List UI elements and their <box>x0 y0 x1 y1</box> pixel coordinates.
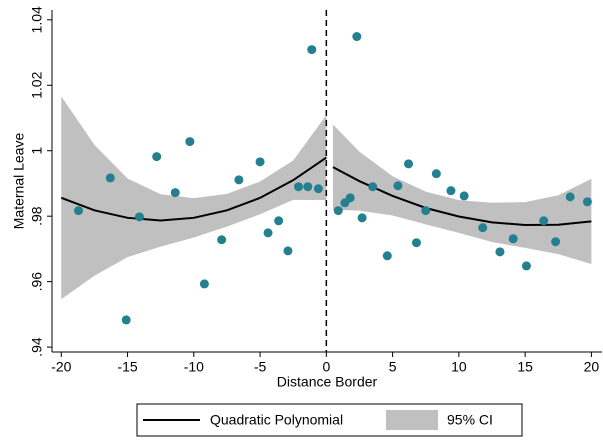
data-point <box>105 173 115 183</box>
data-point <box>582 197 592 207</box>
x-tick-label: -20 <box>51 359 71 375</box>
data-point <box>283 246 293 256</box>
y-axis-label: Maternal Leave <box>11 133 27 230</box>
data-point <box>263 228 273 238</box>
x-tick-label: -15 <box>117 359 137 375</box>
data-point <box>508 234 518 244</box>
data-point <box>539 216 549 226</box>
x-tick-label: -5 <box>254 359 267 375</box>
data-point <box>74 206 84 216</box>
x-tick-label: -10 <box>184 359 204 375</box>
data-point <box>421 206 431 216</box>
data-point <box>459 191 469 201</box>
data-point <box>307 45 317 55</box>
data-point <box>565 192 575 202</box>
data-point <box>521 261 531 271</box>
data-point <box>333 206 343 216</box>
legend-area-swatch <box>386 410 438 430</box>
data-point <box>478 223 488 233</box>
y-tick-label: 1 <box>29 147 45 155</box>
data-point <box>185 137 195 147</box>
y-tick-label: .98 <box>29 206 45 226</box>
x-tick-label: 20 <box>584 359 600 375</box>
data-point <box>393 181 403 191</box>
data-point <box>134 212 144 222</box>
data-point <box>551 237 561 247</box>
x-tick-label: 10 <box>451 359 467 375</box>
data-point <box>431 169 441 179</box>
legend-label: Quadratic Polynomial <box>210 412 343 428</box>
fit-line <box>60 156 327 222</box>
data-point <box>382 251 392 261</box>
data-point <box>217 235 227 245</box>
data-point <box>255 157 265 167</box>
data-point <box>411 238 421 248</box>
x-tick-label: 0 <box>322 359 330 375</box>
data-point <box>345 193 355 203</box>
data-point <box>313 184 323 194</box>
data-point <box>152 152 162 162</box>
x-tick-label: 5 <box>389 359 397 375</box>
y-tick-label: .94 <box>29 337 45 357</box>
ci-band <box>61 96 327 300</box>
y-tick-label: .96 <box>29 272 45 292</box>
y-tick-label: 1.04 <box>29 6 45 33</box>
data-point <box>446 186 456 196</box>
data-point <box>170 188 180 198</box>
ci-band <box>332 124 592 264</box>
data-point <box>199 279 209 289</box>
data-point <box>357 213 367 223</box>
y-tick-label: 1.02 <box>29 71 45 98</box>
data-point <box>495 247 505 257</box>
legend-label: 95% CI <box>447 412 493 428</box>
data-point <box>294 182 304 192</box>
data-point <box>274 216 284 226</box>
x-axis-label: Distance Border <box>277 374 378 390</box>
data-point <box>303 182 313 192</box>
data-point <box>404 159 414 169</box>
legend <box>136 403 523 437</box>
data-point <box>121 315 131 325</box>
data-point <box>352 32 362 42</box>
x-tick-label: 15 <box>517 359 533 375</box>
data-point <box>234 175 244 185</box>
data-point <box>368 182 378 192</box>
